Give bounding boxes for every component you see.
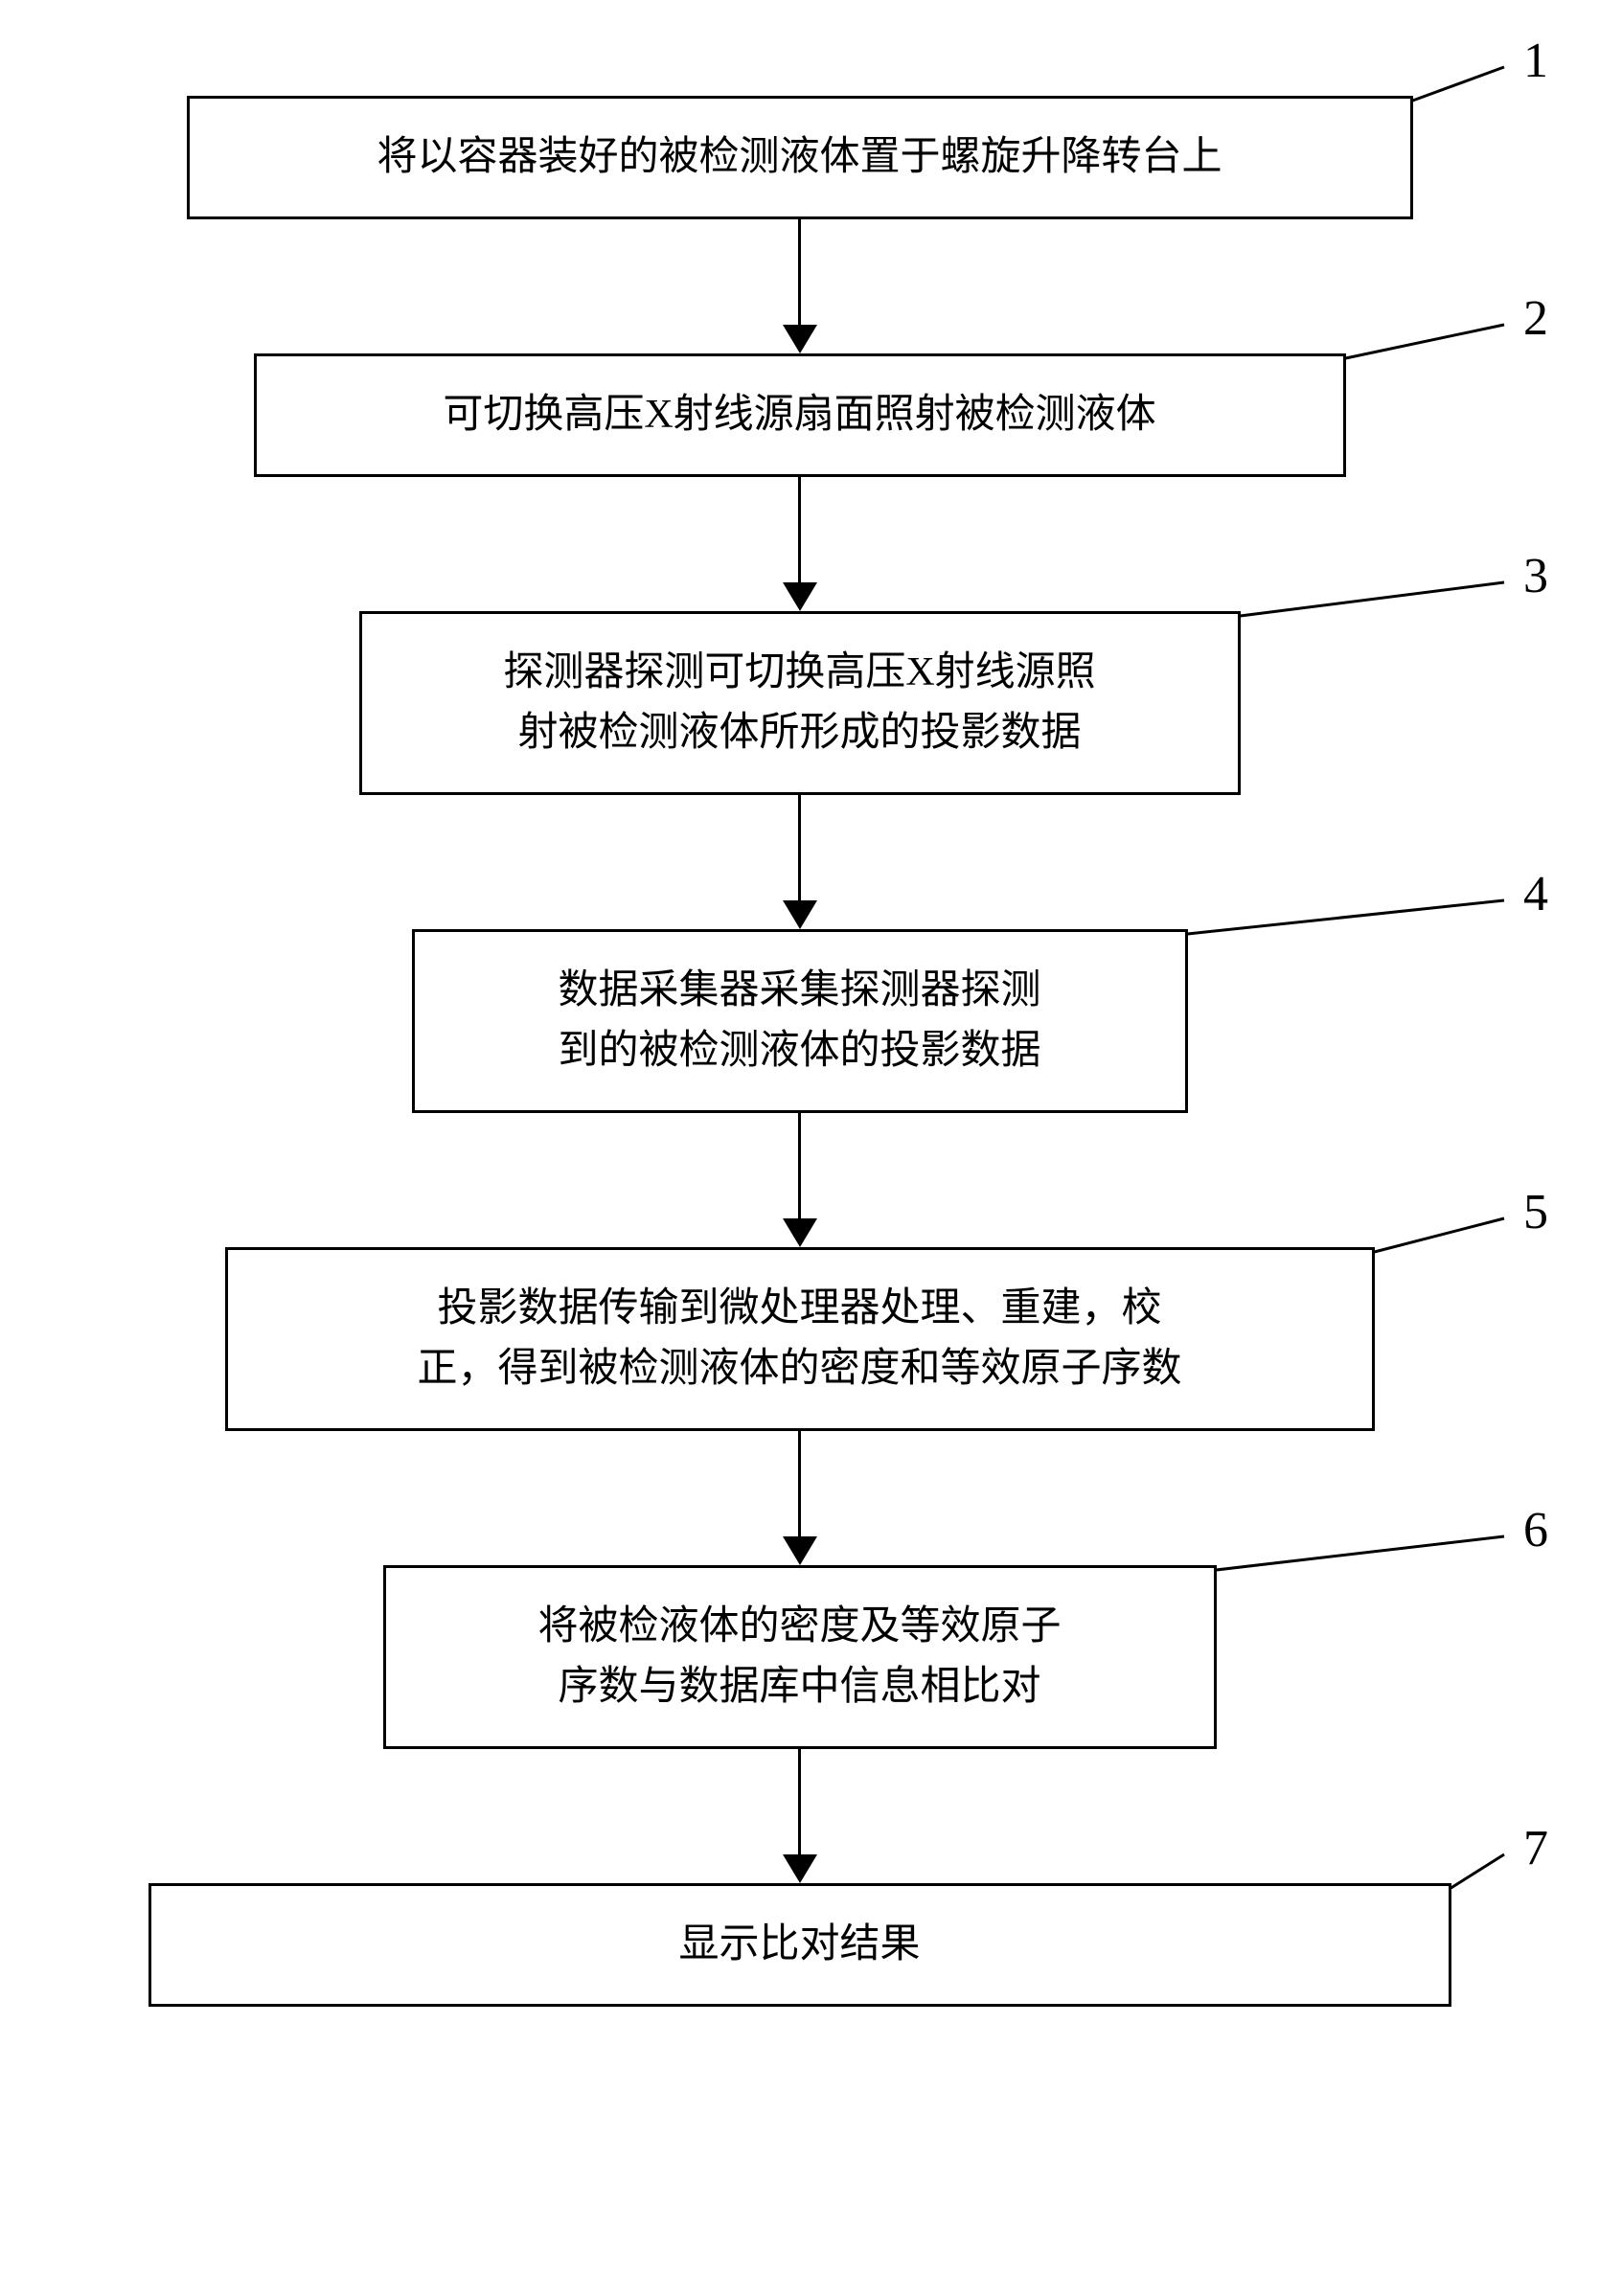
callout-label-7: 7 [1523,1821,1548,1875]
arrow-head-icon [783,325,817,353]
step-container-7: 显示比对结果7 [57,1883,1542,2007]
step-box-3: 探测器探测可切换高压X射线源照射被检测液体所形成的投影数据 [359,611,1241,795]
step-box-7: 显示比对结果 [148,1883,1451,2007]
step-6-line-0: 将被检液体的密度及等效原子 [537,1597,1061,1657]
arrow-2-to-3 [783,477,817,611]
arrow-head-icon [783,582,817,611]
step-container-3: 探测器探测可切换高压X射线源照射被检测液体所形成的投影数据3 [57,611,1542,795]
step-4-line-1: 到的被检测液体的投影数据 [558,1021,1040,1081]
callout-label-5: 5 [1523,1185,1548,1239]
step-1-line-0: 将以容器装好的被检测液体置于螺旋升降转台上 [377,127,1222,188]
arrow-1-to-2 [783,219,817,353]
step-box-5: 投影数据传输到微处理器处理、重建，校正，得到被检测液体的密度和等效原子序数 [225,1247,1375,1431]
arrow-line [798,1431,801,1536]
flowchart-container: 将以容器装好的被检测液体置于螺旋升降转台上1 可切换高压X射线源扇面照射被检测液体… [57,96,1542,2007]
arrow-line [798,795,801,900]
arrow-head-icon [783,1854,817,1883]
step-4-line-0: 数据采集器采集探测器探测 [558,961,1040,1021]
step-6-line-1: 序数与数据库中信息相比对 [558,1657,1040,1717]
callout-label-6: 6 [1523,1503,1548,1557]
step-container-6: 将被检液体的密度及等效原子序数与数据库中信息相比对6 [57,1565,1542,1749]
arrow-head-icon [783,1218,817,1247]
callout-label-1: 1 [1523,34,1548,88]
step-3-line-1: 射被检测液体所形成的投影数据 [517,703,1081,763]
arrow-line [798,1113,801,1218]
arrow-line [798,477,801,582]
step-box-2: 可切换高压X射线源扇面照射被检测液体 [254,353,1346,477]
arrow-line [798,1749,801,1854]
step-5-line-1: 正，得到被检测液体的密度和等效原子序数 [417,1339,1181,1399]
arrow-6-to-7 [783,1749,817,1883]
arrow-line [798,219,801,325]
step-box-6: 将被检液体的密度及等效原子序数与数据库中信息相比对 [383,1565,1217,1749]
step-box-4: 数据采集器采集探测器探测到的被检测液体的投影数据 [412,929,1188,1113]
arrow-3-to-4 [783,795,817,929]
callout-label-3: 3 [1523,549,1548,603]
callout-label-2: 2 [1523,291,1548,346]
step-container-4: 数据采集器采集探测器探测到的被检测液体的投影数据4 [57,929,1542,1113]
step-3-line-0: 探测器探测可切换高压X射线源照 [503,643,1095,703]
arrow-head-icon [783,900,817,929]
step-container-2: 可切换高压X射线源扇面照射被检测液体2 [57,353,1542,477]
callout-label-4: 4 [1523,867,1548,921]
step-7-line-0: 显示比对结果 [678,1915,920,1975]
step-container-5: 投影数据传输到微处理器处理、重建，校正，得到被检测液体的密度和等效原子序数5 [57,1247,1542,1431]
arrow-head-icon [783,1536,817,1565]
arrow-4-to-5 [783,1113,817,1247]
arrow-5-to-6 [783,1431,817,1565]
step-box-1: 将以容器装好的被检测液体置于螺旋升降转台上 [187,96,1413,219]
step-container-1: 将以容器装好的被检测液体置于螺旋升降转台上1 [57,96,1542,219]
step-5-line-0: 投影数据传输到微处理器处理、重建，校 [437,1279,1161,1339]
step-2-line-0: 可切换高压X射线源扇面照射被检测液体 [443,385,1155,445]
